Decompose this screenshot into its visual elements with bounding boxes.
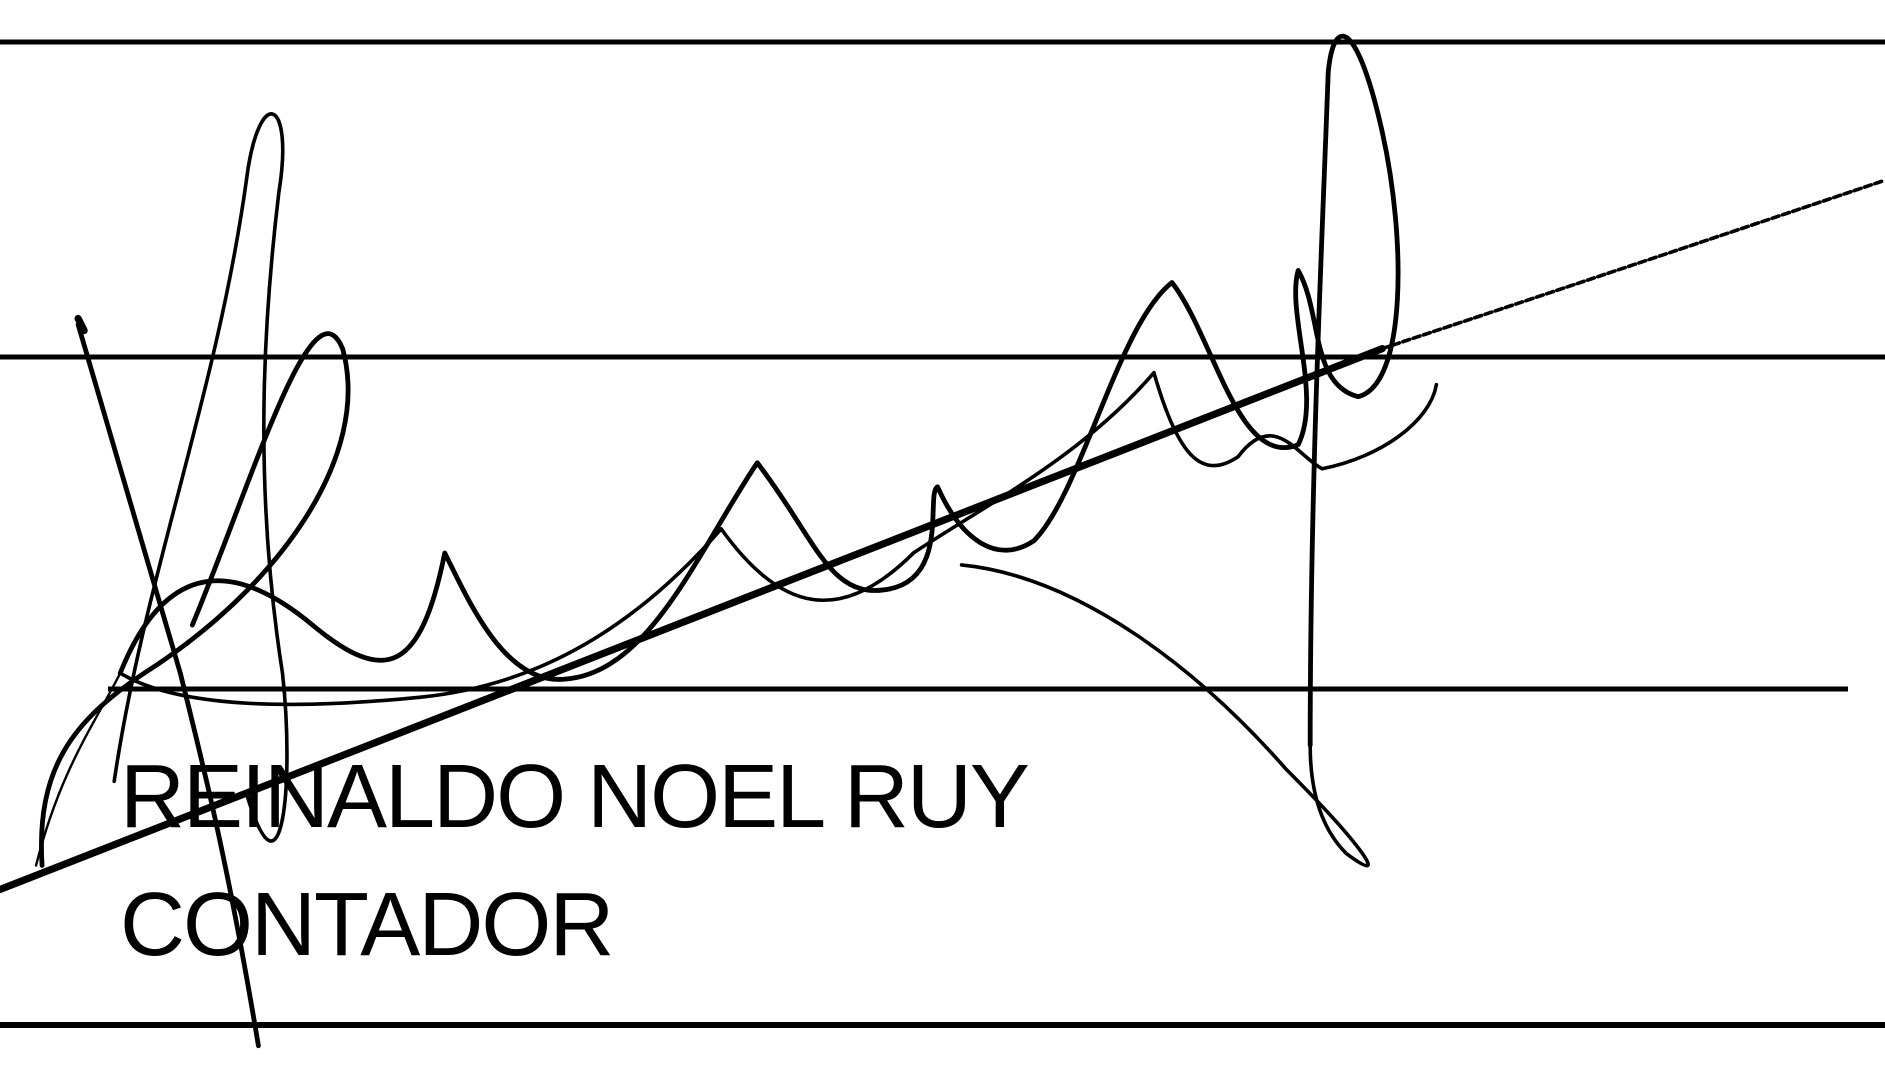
signature-stroke: [39, 331, 351, 868]
signature-stroke: [959, 563, 1370, 868]
signer-title: CONTADOR: [120, 875, 614, 975]
signature-stroke: [112, 112, 289, 843]
signature-stroke: [1380, 178, 1885, 351]
signature-stroke: [0, 344, 1386, 894]
signature-stroke: [118, 370, 1439, 707]
form-lines: [0, 39, 1885, 1028]
signature-stroke: [74, 314, 88, 335]
signature-stroke: [117, 33, 1401, 748]
signature: [0, 33, 1885, 1049]
signature-stroke: [75, 322, 261, 1049]
signer-name: REINALDO NOEL RUY: [120, 747, 1030, 847]
signature-stroke: [34, 671, 122, 867]
